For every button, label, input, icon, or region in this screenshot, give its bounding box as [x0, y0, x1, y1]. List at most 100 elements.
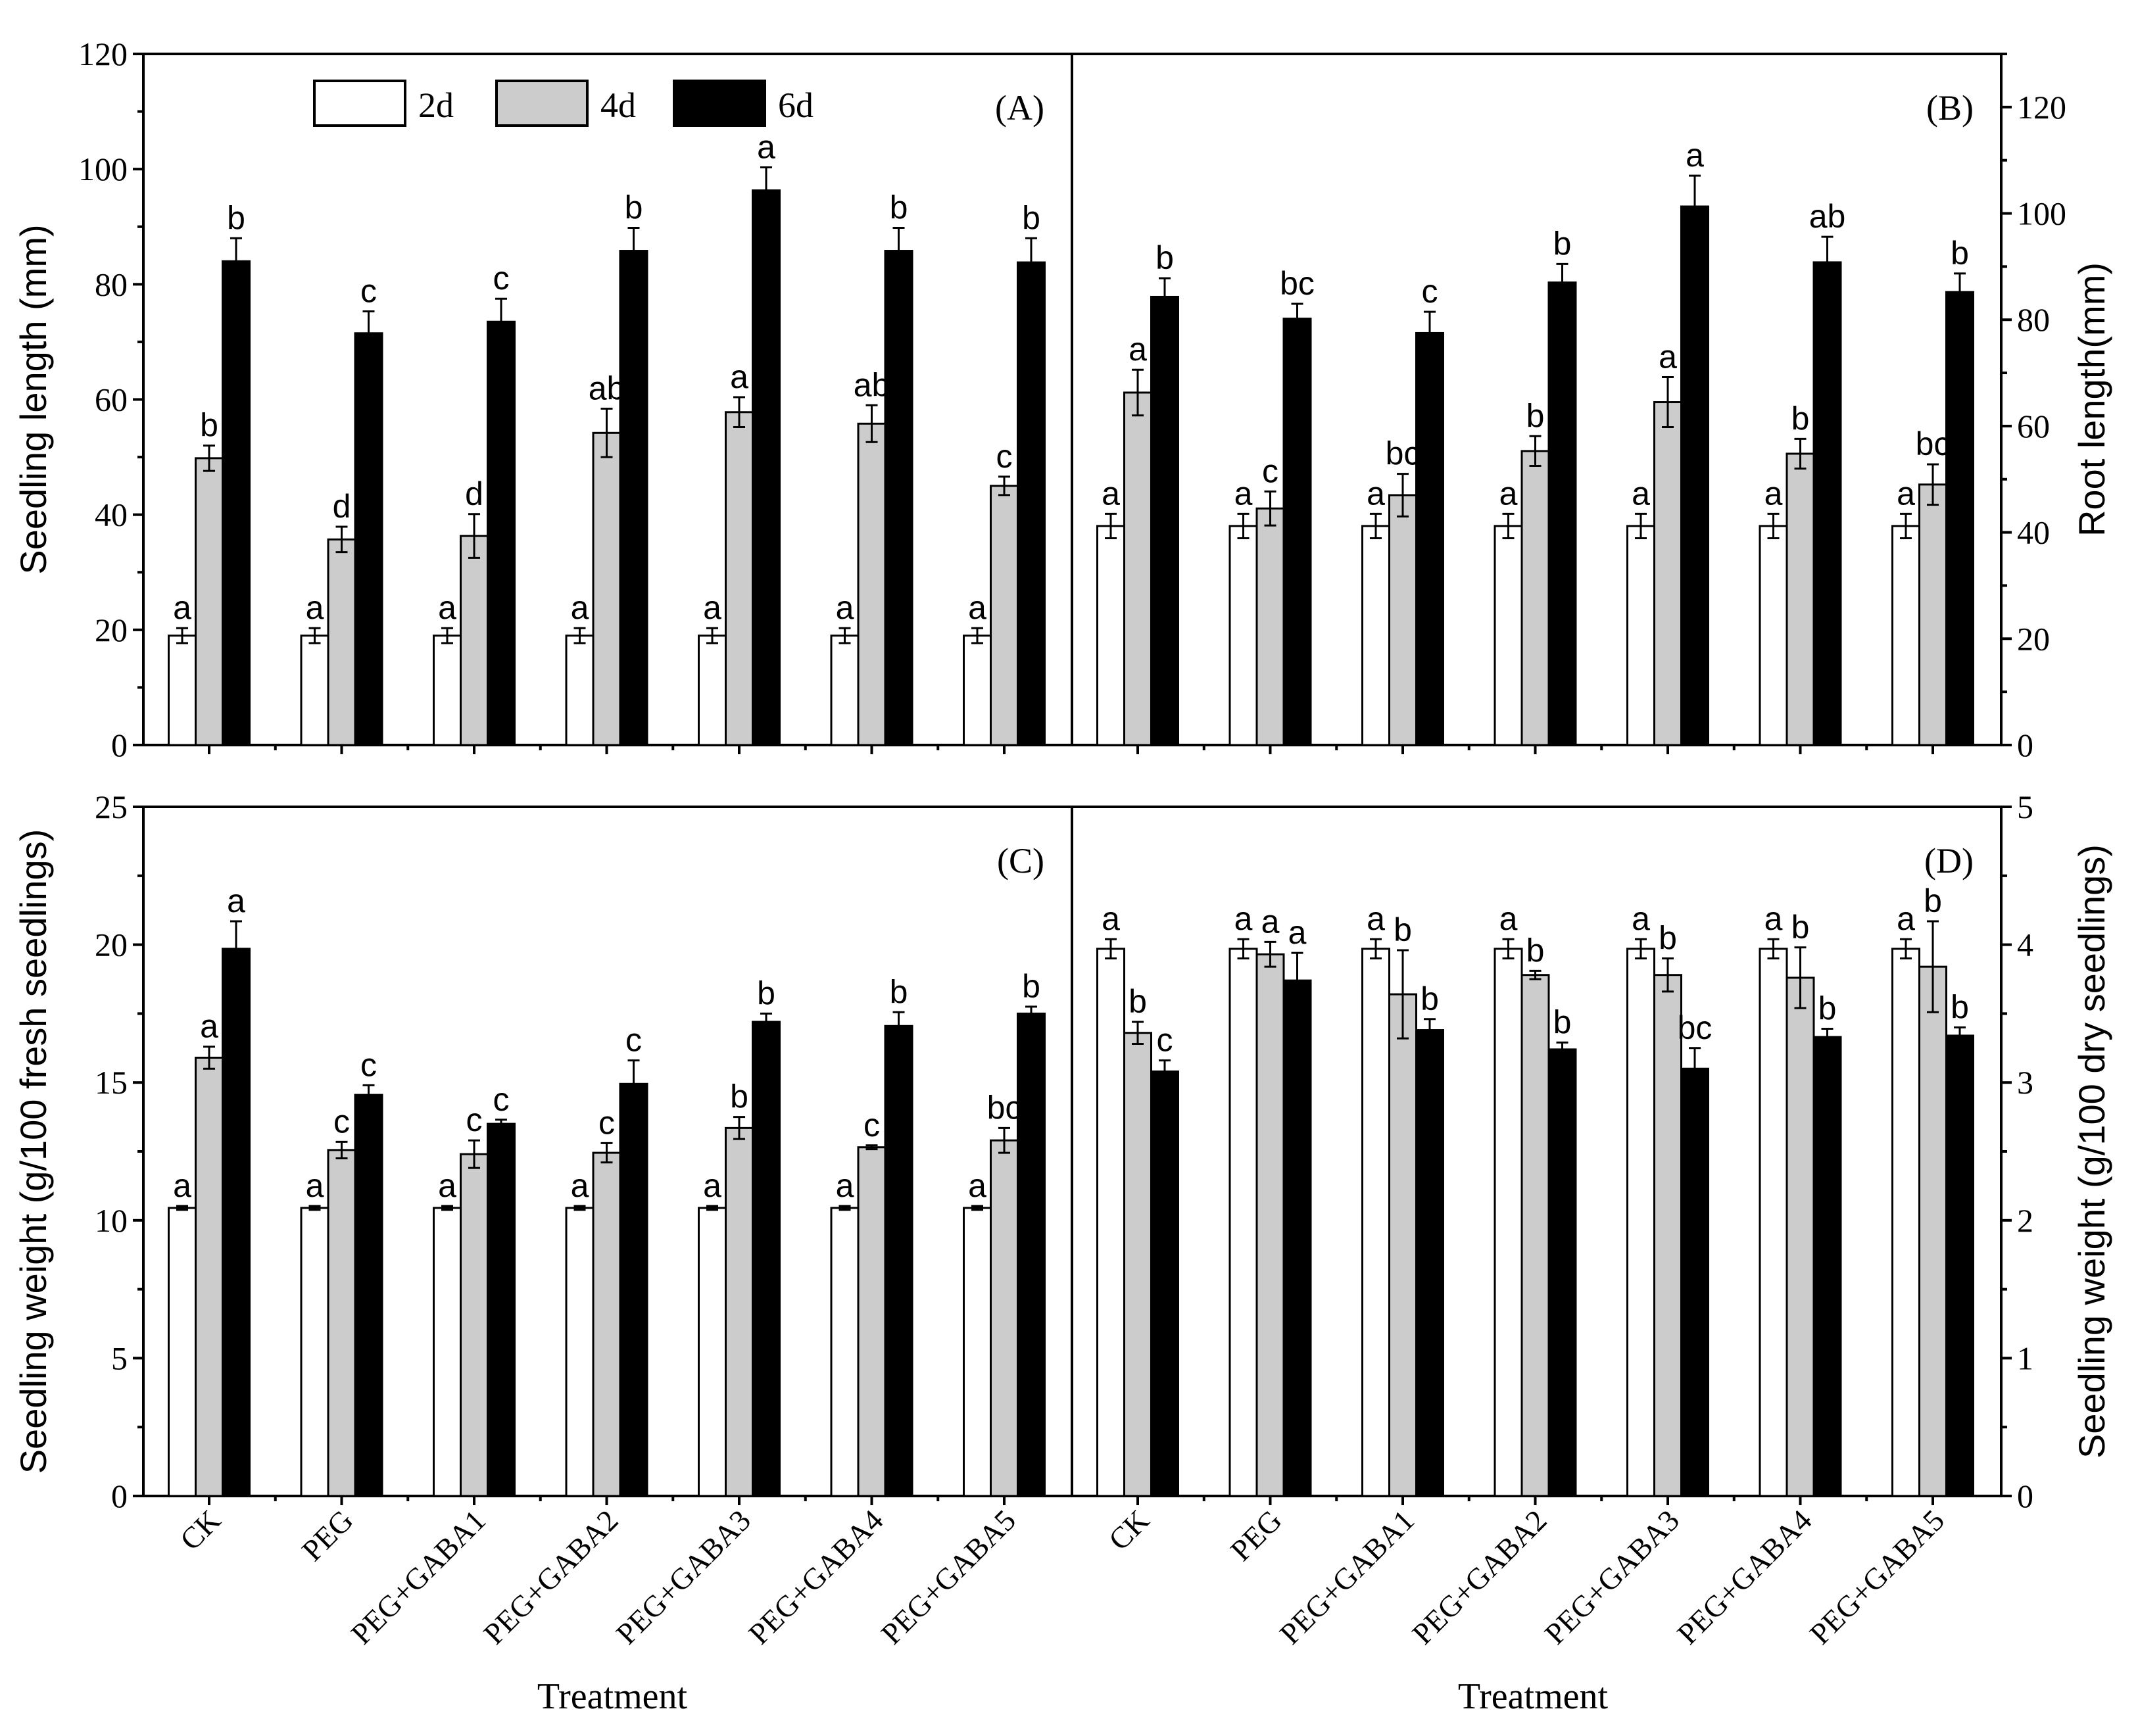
significance-letter: bc — [1678, 1009, 1713, 1046]
significance-letter: c — [493, 1081, 510, 1118]
error-bar — [362, 310, 375, 356]
bar-4d — [1786, 976, 1815, 1497]
legend-swatch-6d — [673, 80, 766, 127]
y-tick-label: 0 — [2017, 1478, 2033, 1514]
category-group: abc c — [1361, 273, 1470, 754]
y-tick-label: 10 — [95, 1202, 128, 1239]
panel-label: (C) — [997, 841, 1044, 880]
bar-2d — [565, 635, 595, 746]
bar-4d — [1918, 483, 1947, 746]
bar-6d — [487, 320, 516, 746]
significance-letter: a — [438, 1167, 456, 1204]
error-bar — [971, 1205, 983, 1211]
error-bar — [1529, 969, 1542, 980]
category-label: PEG — [295, 1503, 360, 1568]
bar-2d — [830, 635, 860, 746]
y-tick-label: 60 — [95, 381, 128, 418]
error-bar — [1397, 949, 1409, 1040]
x-axis-title-right: Treatment — [1458, 1676, 1609, 1717]
category-group: a ab b — [830, 189, 940, 754]
error-bar — [706, 1205, 718, 1211]
bar-4d — [1786, 452, 1815, 746]
category-group: a a a — [698, 129, 807, 754]
y-tick-label: 0 — [111, 1478, 128, 1514]
significance-letter: c — [466, 1101, 483, 1138]
significance-letter: a — [571, 589, 589, 626]
significance-letter: a — [968, 1167, 986, 1204]
error-bar — [760, 166, 772, 215]
significance-letter: c — [1262, 452, 1278, 489]
bar-4d — [1255, 507, 1285, 746]
panel-label: (A) — [995, 88, 1044, 128]
bar-2d — [1228, 525, 1258, 746]
bar-4d — [327, 538, 356, 746]
significance-letter: a — [173, 589, 191, 626]
error-bar — [441, 1205, 453, 1211]
bar-2d — [300, 1207, 329, 1497]
error-bar — [1105, 512, 1117, 540]
error-bar — [1237, 512, 1250, 540]
significance-letter: d — [465, 475, 483, 512]
error-bar — [1689, 1047, 1701, 1091]
significance-letter: a — [703, 1167, 721, 1204]
error-bar — [1821, 1027, 1834, 1047]
bar-2d — [1759, 948, 1788, 1497]
error-bar — [495, 297, 507, 346]
significance-letter: b — [1659, 920, 1677, 957]
bar-4d — [1520, 974, 1550, 1497]
bar-2d — [963, 1207, 992, 1497]
significance-letter: a — [1102, 475, 1120, 512]
significance-letter: ab — [854, 366, 890, 403]
significance-letter: a — [703, 589, 721, 626]
panel-d: 0 1 2 3 4 5 Seedling weight (g/100 dry seedlin… — [1071, 788, 2112, 1651]
category-label: CK — [174, 1503, 227, 1556]
bar-2d — [565, 1207, 595, 1497]
category-label: PEG+GABA5 — [1803, 1503, 1951, 1651]
error-bar — [468, 1139, 480, 1169]
significance-letter: b — [200, 407, 218, 444]
bar-6d — [1680, 1067, 1709, 1497]
bar-6d — [1680, 205, 1709, 746]
y-tick-label: 60 — [2017, 408, 2050, 445]
significance-letter: a — [1129, 331, 1147, 368]
bar-2d — [1096, 525, 1125, 746]
error-bar — [573, 627, 586, 644]
error-bar — [1767, 938, 1780, 960]
error-bar — [495, 1119, 507, 1129]
bar-2d — [433, 635, 462, 746]
significance-letter: b — [1553, 1003, 1572, 1040]
bar-6d — [1017, 1012, 1046, 1497]
y-tick-label: 100 — [2017, 195, 2066, 232]
category-group: a a a CK — [168, 882, 277, 1556]
error-bar — [1927, 920, 1939, 1013]
bar-4d — [592, 1151, 621, 1497]
y-axis-label: Seedling weight (g/100 fresh seedlings) — [12, 829, 54, 1474]
error-bar — [1264, 940, 1276, 968]
bar-2d — [1361, 948, 1390, 1497]
bar-2d — [168, 1207, 197, 1497]
significance-letter: a — [1234, 900, 1253, 937]
error-bar — [1370, 512, 1382, 540]
bar-6d — [1282, 979, 1312, 1497]
category-group: a a a — [1626, 137, 1736, 754]
significance-letter: b — [890, 973, 908, 1010]
error-bar — [1397, 473, 1409, 518]
y-tick-label: 20 — [95, 927, 128, 963]
significance-letter: a — [1261, 903, 1280, 940]
error-bar — [1424, 310, 1436, 356]
significance-letter: ab — [1809, 198, 1846, 235]
error-bar — [1502, 938, 1515, 960]
bar-4d — [460, 1153, 489, 1497]
significance-letter: a — [1234, 475, 1253, 512]
bar-2d — [830, 1207, 860, 1497]
error-bar — [230, 920, 242, 978]
error-bar — [1370, 938, 1382, 960]
error-bar — [1900, 938, 1912, 960]
legend: 2d 4d 6d — [313, 80, 814, 127]
error-bar — [865, 1144, 878, 1151]
error-bar — [176, 1205, 188, 1211]
